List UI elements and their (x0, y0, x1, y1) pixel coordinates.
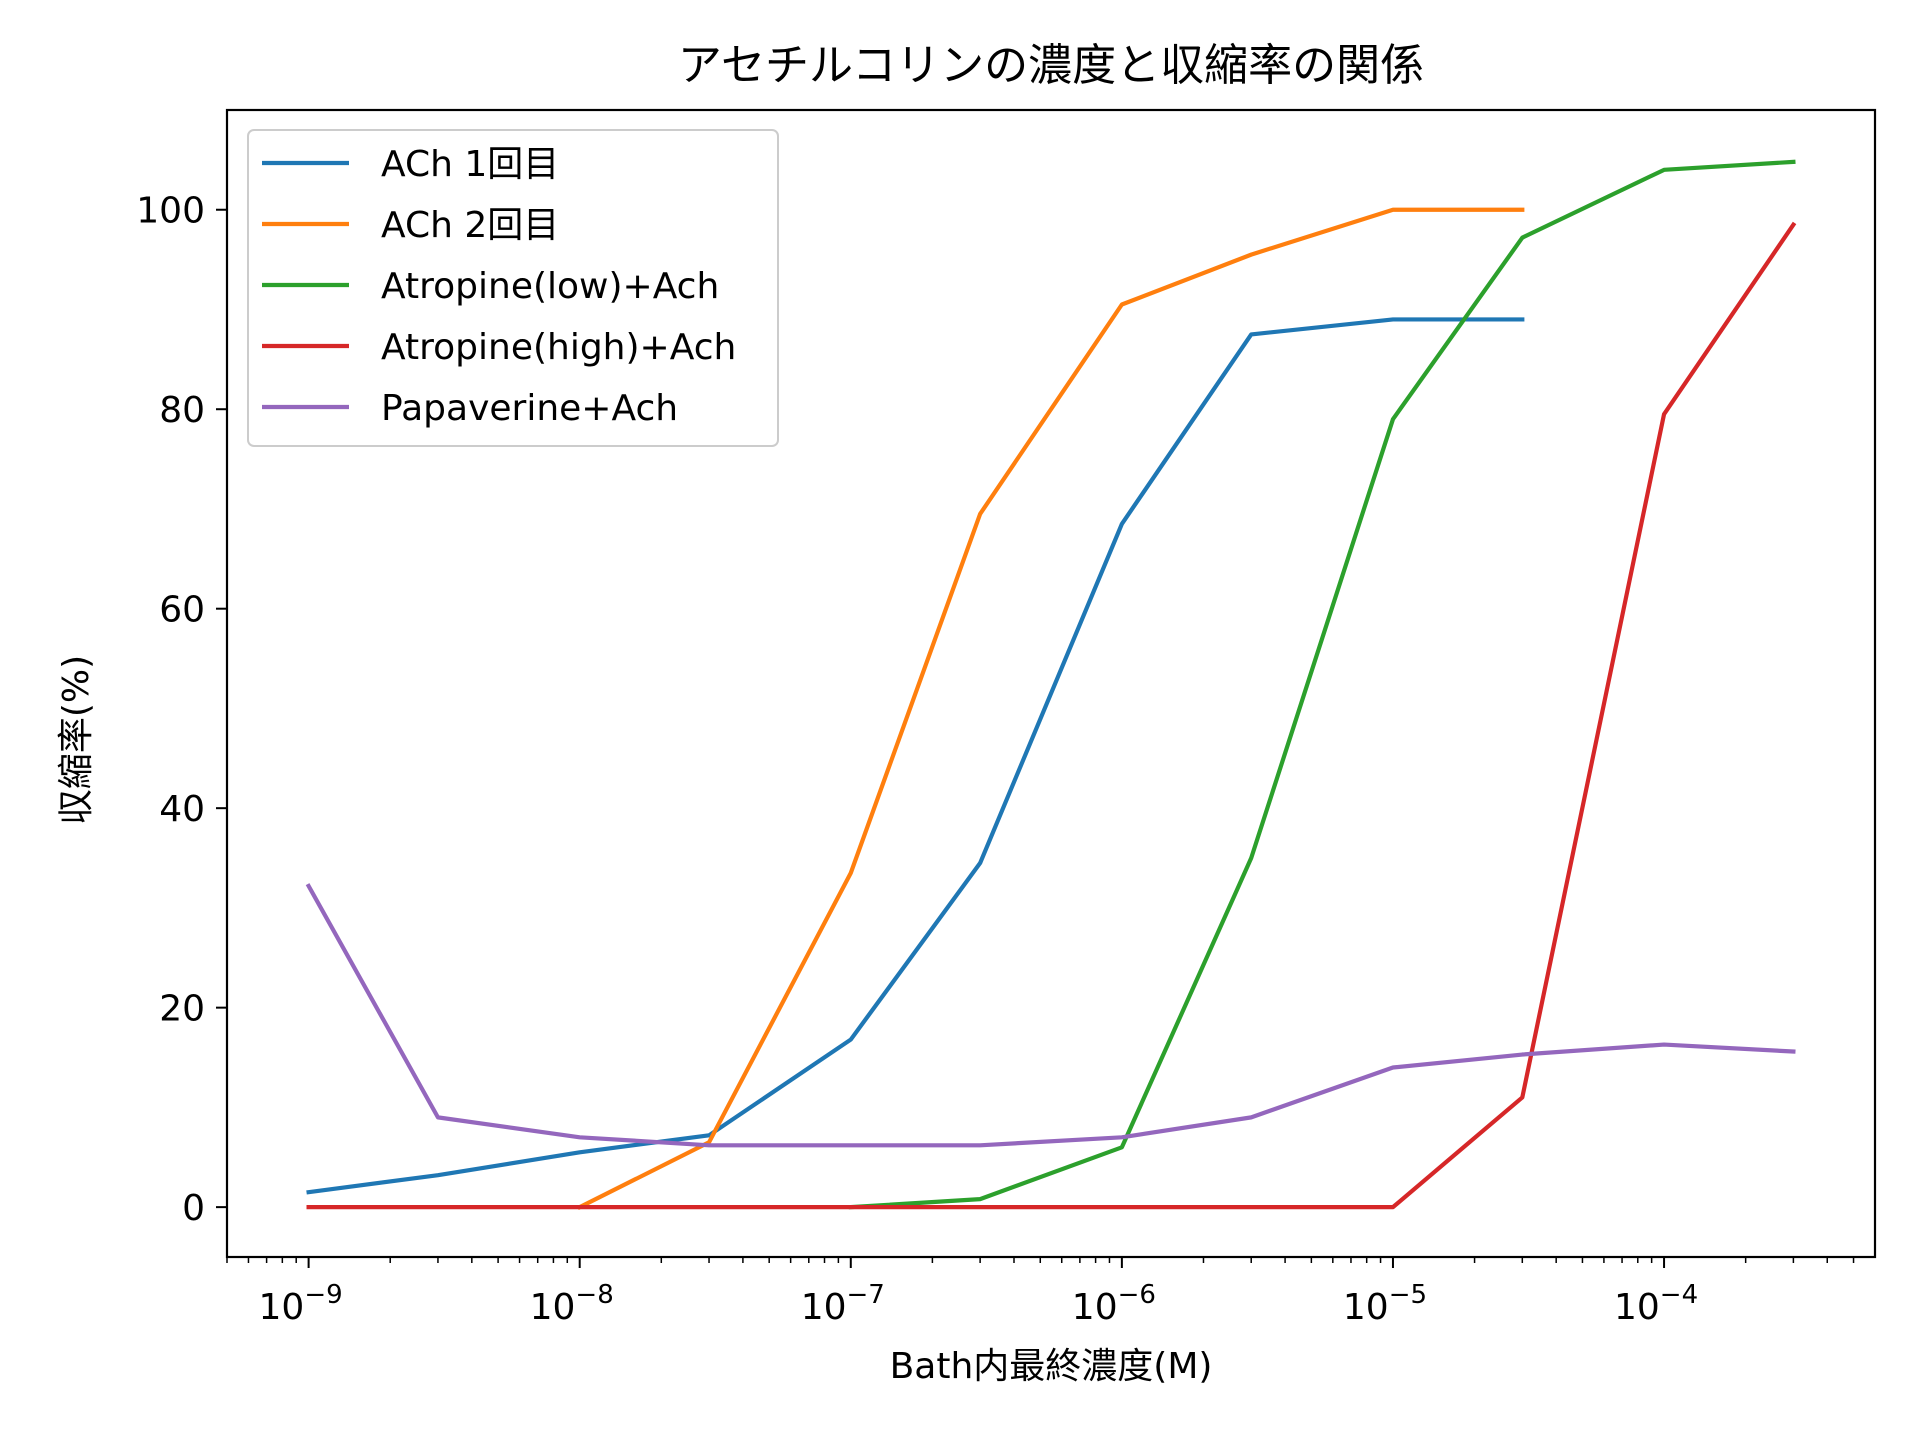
y-tick-label: 100 (136, 191, 205, 232)
series-line-2 (576, 207, 1525, 1210)
series-line-1 (306, 317, 1525, 1195)
axes-frame (225, 108, 1877, 1259)
series-line-5 (305, 883, 1796, 1148)
y-tick-label: 60 (159, 590, 205, 631)
legend-label-4: Atropine(high)+Ach (381, 327, 736, 368)
y-tick-label: 0 (182, 1188, 205, 1229)
x-tick-label: 10−7 (801, 1280, 885, 1328)
y-tick-label: 40 (159, 789, 205, 830)
x-tick-label: 10−8 (530, 1280, 614, 1328)
legend-label-5: Papaverine+Ach (381, 388, 678, 429)
x-tick-label: 10−9 (259, 1280, 343, 1328)
legend-label-3: Atropine(low)+Ach (381, 266, 719, 307)
series-line-4 (306, 221, 1797, 1210)
x-tick-label: 10−6 (1072, 1280, 1156, 1328)
legend-label-1: ACh 1回目 (381, 144, 559, 185)
legend: ACh 1回目 ACh 2回目 Atropine(low)+Ach Atropine(… (247, 129, 779, 447)
y-tick-label: 20 (159, 989, 205, 1030)
chart-title: アセチルコリンの濃度と収縮率の関係 (678, 40, 1424, 91)
legend-label-2: ACh 2回目 (381, 205, 559, 246)
x-tick-label: 10−5 (1343, 1280, 1427, 1328)
y-axis-label: 収縮率(%) (56, 655, 97, 825)
x-tick-label: 10−4 (1614, 1280, 1698, 1328)
legend-box (247, 129, 779, 447)
x-axis-label: Bath内最終濃度(M) (890, 1346, 1213, 1387)
plot-area: 0 20 40 60 80 100 10−9 10−8 10−7 10−6 10−5 10−4 ACh … (136, 108, 1877, 1328)
series-line-3 (848, 159, 1796, 1210)
y-tick-label: 80 (159, 390, 205, 431)
